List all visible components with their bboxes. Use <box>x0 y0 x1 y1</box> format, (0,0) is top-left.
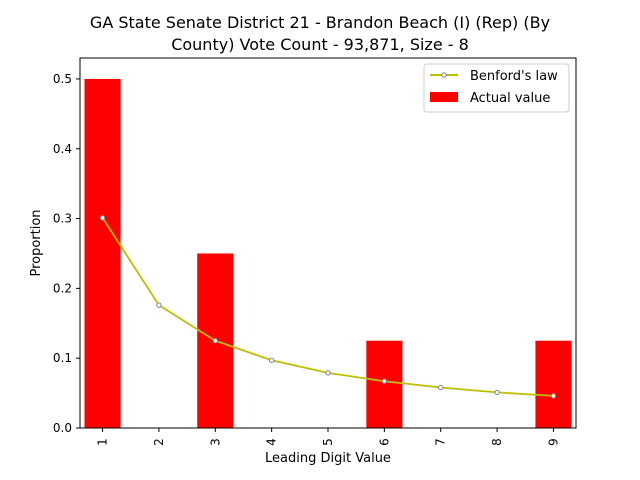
x-tick-label-5: 5 <box>321 438 335 446</box>
y-axis-label: Proportion <box>29 209 44 276</box>
benford-point-3 <box>212 338 218 344</box>
x-tick-label-4: 4 <box>265 438 279 446</box>
chart-title-line2: County) Vote Count - 93,871, Size - 8 <box>171 35 469 54</box>
y-tick-label-3: 0.3 <box>53 212 72 226</box>
y-tick-label-4: 0.4 <box>53 142 72 156</box>
x-tick-label-7: 7 <box>434 438 448 446</box>
bar-digit-9 <box>535 340 572 428</box>
benford-line <box>101 217 554 397</box>
plot-area: 1 2 3 4 5 6 7 8 9 0.0 0.1 0.2 0.3 0.4 0.5 <box>53 72 572 446</box>
y-tick-label-1: 0.1 <box>53 351 72 365</box>
y-tick-label-0: 0.0 <box>53 421 72 435</box>
benford-point-4 <box>268 357 275 363</box>
y-tick-label-5: 0.5 <box>53 72 72 86</box>
benford-point-7 <box>438 384 444 391</box>
x-tick-label-6: 6 <box>377 438 391 446</box>
x-axis-label: Leading Digit Value <box>265 451 391 466</box>
x-tick-label-8: 8 <box>490 438 504 446</box>
bar-digit-6 <box>366 340 403 428</box>
legend-box <box>423 63 570 113</box>
benford-point-6 <box>381 378 388 384</box>
bar-digit-1 <box>84 78 121 429</box>
x-tick-label-1: 1 <box>96 438 110 446</box>
legend: Benford's law Actual value <box>423 63 570 113</box>
x-tick-label-2: 2 <box>152 438 166 446</box>
legend-actual-label: Actual value <box>470 91 550 106</box>
axes-frame <box>79 57 577 429</box>
legend-benford-marker <box>441 72 447 78</box>
x-tick-label-3: 3 <box>208 438 222 446</box>
benford-point-1 <box>99 215 106 221</box>
legend-actual-swatch <box>430 92 458 102</box>
benford-point-2 <box>156 302 162 308</box>
x-tick-label-9: 9 <box>546 438 560 446</box>
benford-point-5 <box>325 370 331 376</box>
benford-point-8 <box>494 389 500 396</box>
legend-benford-label: Benford's law <box>470 69 558 84</box>
y-tick-label-2: 0.2 <box>53 281 72 295</box>
benford-point-9 <box>550 393 557 399</box>
chart-title-line1: GA State Senate District 21 - Brandon Be… <box>90 13 550 32</box>
